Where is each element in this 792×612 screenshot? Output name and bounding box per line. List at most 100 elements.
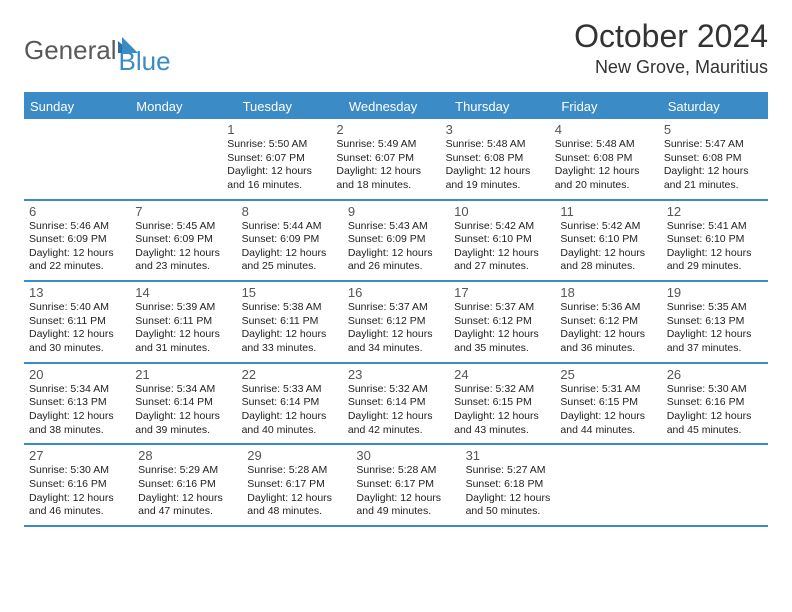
sunrise-line: Sunrise: 5:31 AM	[560, 383, 656, 397]
day-number: 24	[454, 367, 550, 382]
daylight-line: Daylight: 12 hours and 34 minutes.	[348, 328, 444, 355]
sunset-line: Sunset: 6:09 PM	[348, 233, 444, 247]
month-title: October 2024	[574, 18, 768, 55]
sunset-line: Sunset: 6:11 PM	[242, 315, 338, 329]
sunset-line: Sunset: 6:16 PM	[667, 396, 763, 410]
sunset-line: Sunset: 6:11 PM	[29, 315, 125, 329]
day-cell: 25Sunrise: 5:31 AMSunset: 6:15 PMDayligh…	[555, 364, 661, 444]
day-number: 21	[135, 367, 231, 382]
day-cell: 7Sunrise: 5:45 AMSunset: 6:09 PMDaylight…	[130, 201, 236, 281]
day-cell: 13Sunrise: 5:40 AMSunset: 6:11 PMDayligh…	[24, 282, 130, 362]
sunrise-line: Sunrise: 5:32 AM	[348, 383, 444, 397]
daylight-line: Daylight: 12 hours and 43 minutes.	[454, 410, 550, 437]
day-number: 1	[227, 122, 326, 137]
day-number: 15	[242, 285, 338, 300]
daylight-line: Daylight: 12 hours and 26 minutes.	[348, 247, 444, 274]
daylight-line: Daylight: 12 hours and 27 minutes.	[454, 247, 550, 274]
day-number: 4	[555, 122, 654, 137]
logo-triangle-icon	[118, 35, 138, 53]
sunrise-line: Sunrise: 5:48 AM	[555, 138, 654, 152]
empty-cell	[570, 445, 669, 525]
daylight-line: Daylight: 12 hours and 25 minutes.	[242, 247, 338, 274]
day-cell: 26Sunrise: 5:30 AMSunset: 6:16 PMDayligh…	[662, 364, 768, 444]
daylight-line: Daylight: 12 hours and 31 minutes.	[135, 328, 231, 355]
day-cell: 31Sunrise: 5:27 AMSunset: 6:18 PMDayligh…	[461, 445, 570, 525]
day-number: 2	[336, 122, 435, 137]
header: General Blue October 2024 New Grove, Mau…	[24, 18, 768, 78]
day-number: 26	[667, 367, 763, 382]
day-cell: 2Sunrise: 5:49 AMSunset: 6:07 PMDaylight…	[331, 119, 440, 199]
daylight-line: Daylight: 12 hours and 50 minutes.	[466, 492, 565, 519]
day-cell: 1Sunrise: 5:50 AMSunset: 6:07 PMDaylight…	[222, 119, 331, 199]
empty-cell	[24, 119, 123, 199]
sunset-line: Sunset: 6:14 PM	[135, 396, 231, 410]
sunset-line: Sunset: 6:10 PM	[560, 233, 656, 247]
daylight-line: Daylight: 12 hours and 45 minutes.	[667, 410, 763, 437]
sunset-line: Sunset: 6:17 PM	[356, 478, 455, 492]
sunset-line: Sunset: 6:08 PM	[555, 152, 654, 166]
day-number: 11	[560, 204, 656, 219]
week-row: 13Sunrise: 5:40 AMSunset: 6:11 PMDayligh…	[24, 282, 768, 364]
daylight-line: Daylight: 12 hours and 23 minutes.	[135, 247, 231, 274]
daylight-line: Daylight: 12 hours and 33 minutes.	[242, 328, 338, 355]
week-row: 27Sunrise: 5:30 AMSunset: 6:16 PMDayligh…	[24, 445, 768, 527]
daylight-line: Daylight: 12 hours and 29 minutes.	[667, 247, 763, 274]
sunset-line: Sunset: 6:12 PM	[348, 315, 444, 329]
daylight-line: Daylight: 12 hours and 28 minutes.	[560, 247, 656, 274]
day-cell: 4Sunrise: 5:48 AMSunset: 6:08 PMDaylight…	[550, 119, 659, 199]
day-cell: 28Sunrise: 5:29 AMSunset: 6:16 PMDayligh…	[133, 445, 242, 525]
sunset-line: Sunset: 6:13 PM	[667, 315, 763, 329]
day-cell: 11Sunrise: 5:42 AMSunset: 6:10 PMDayligh…	[555, 201, 661, 281]
page: General Blue October 2024 New Grove, Mau…	[0, 0, 792, 612]
sunset-line: Sunset: 6:08 PM	[446, 152, 545, 166]
day-cell: 27Sunrise: 5:30 AMSunset: 6:16 PMDayligh…	[24, 445, 133, 525]
sunrise-line: Sunrise: 5:32 AM	[454, 383, 550, 397]
sunset-line: Sunset: 6:15 PM	[560, 396, 656, 410]
day-number: 14	[135, 285, 231, 300]
day-cell: 10Sunrise: 5:42 AMSunset: 6:10 PMDayligh…	[449, 201, 555, 281]
day-number: 6	[29, 204, 125, 219]
day-cell: 29Sunrise: 5:28 AMSunset: 6:17 PMDayligh…	[242, 445, 351, 525]
sunset-line: Sunset: 6:14 PM	[348, 396, 444, 410]
sunset-line: Sunset: 6:10 PM	[454, 233, 550, 247]
day-number: 8	[242, 204, 338, 219]
day-number: 31	[466, 448, 565, 463]
sunrise-line: Sunrise: 5:34 AM	[135, 383, 231, 397]
sunrise-line: Sunrise: 5:42 AM	[560, 220, 656, 234]
day-number: 5	[664, 122, 763, 137]
sunrise-line: Sunrise: 5:45 AM	[135, 220, 231, 234]
sunset-line: Sunset: 6:07 PM	[336, 152, 435, 166]
day-number: 27	[29, 448, 128, 463]
daylight-line: Daylight: 12 hours and 36 minutes.	[560, 328, 656, 355]
sunrise-line: Sunrise: 5:41 AM	[667, 220, 763, 234]
sunset-line: Sunset: 6:18 PM	[466, 478, 565, 492]
week-row: 1Sunrise: 5:50 AMSunset: 6:07 PMDaylight…	[24, 119, 768, 201]
daylight-line: Daylight: 12 hours and 37 minutes.	[667, 328, 763, 355]
sunrise-line: Sunrise: 5:47 AM	[664, 138, 763, 152]
daylight-line: Daylight: 12 hours and 40 minutes.	[242, 410, 338, 437]
day-cell: 20Sunrise: 5:34 AMSunset: 6:13 PMDayligh…	[24, 364, 130, 444]
logo: General Blue	[24, 24, 171, 77]
day-cell: 23Sunrise: 5:32 AMSunset: 6:14 PMDayligh…	[343, 364, 449, 444]
sunset-line: Sunset: 6:09 PM	[135, 233, 231, 247]
day-number: 28	[138, 448, 237, 463]
day-cell: 18Sunrise: 5:36 AMSunset: 6:12 PMDayligh…	[555, 282, 661, 362]
day-cell: 14Sunrise: 5:39 AMSunset: 6:11 PMDayligh…	[130, 282, 236, 362]
daylight-line: Daylight: 12 hours and 21 minutes.	[664, 165, 763, 192]
daylight-line: Daylight: 12 hours and 38 minutes.	[29, 410, 125, 437]
day-header-thursday: Thursday	[449, 94, 555, 119]
sunset-line: Sunset: 6:07 PM	[227, 152, 326, 166]
sunrise-line: Sunrise: 5:28 AM	[356, 464, 455, 478]
sunset-line: Sunset: 6:09 PM	[29, 233, 125, 247]
day-number: 20	[29, 367, 125, 382]
day-number: 18	[560, 285, 656, 300]
day-number: 13	[29, 285, 125, 300]
day-cell: 15Sunrise: 5:38 AMSunset: 6:11 PMDayligh…	[237, 282, 343, 362]
day-cell: 8Sunrise: 5:44 AMSunset: 6:09 PMDaylight…	[237, 201, 343, 281]
day-number: 25	[560, 367, 656, 382]
sunrise-line: Sunrise: 5:30 AM	[29, 464, 128, 478]
sunset-line: Sunset: 6:12 PM	[560, 315, 656, 329]
day-number: 30	[356, 448, 455, 463]
sunrise-line: Sunrise: 5:28 AM	[247, 464, 346, 478]
sunset-line: Sunset: 6:13 PM	[29, 396, 125, 410]
